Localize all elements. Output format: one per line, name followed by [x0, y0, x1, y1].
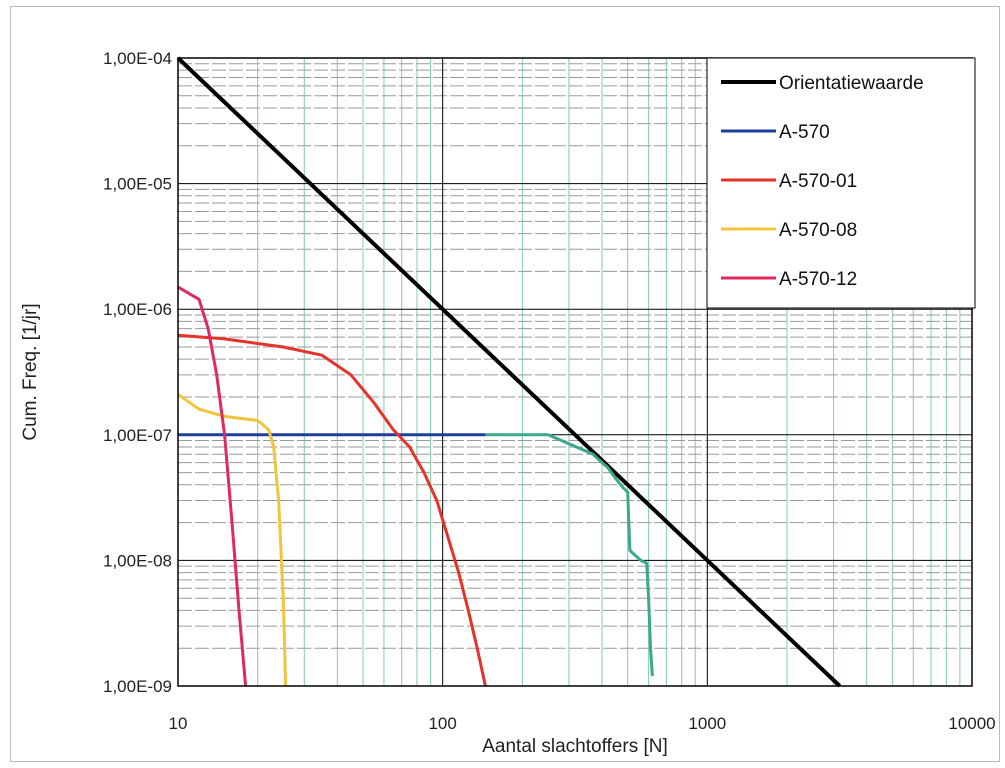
y-tick-label: 1,00E-04 [103, 49, 172, 68]
legend-box [706, 57, 976, 309]
chart-frame [10, 6, 1000, 762]
plot-border [177, 57, 973, 687]
series-line [177, 285, 248, 687]
y-tick-label: 1,00E-05 [103, 175, 172, 194]
series-line [176, 56, 842, 688]
series-line [177, 393, 288, 687]
y-tick-label: 1,00E-07 [103, 426, 172, 445]
legend-label: A-570-08 [779, 220, 857, 241]
y-tick-labels: 1,00E-04 1,00E-05 1,00E-06 1,00E-07 1,00E-08… [103, 49, 172, 696]
series-line [485, 433, 654, 677]
x-tick-labels: 10 100 1000 10000 [169, 714, 996, 733]
series-layer [176, 56, 842, 688]
x-tick-label: 1000 [688, 714, 726, 733]
y-tick-label: 1,00E-06 [103, 300, 172, 319]
legend-label: A-570-01 [779, 171, 857, 192]
x-tick-label: 100 [428, 714, 456, 733]
legend-label: Orientatiewaarde [779, 73, 924, 94]
series-line [177, 333, 487, 687]
x-tick-label: 10 [169, 714, 188, 733]
legend-label: A-570-12 [779, 269, 857, 290]
legend: Orientatiewaarde A-570 A-570-01 A-570-08 A-5… [706, 57, 976, 309]
x-tick-label: 10000 [948, 714, 995, 733]
legend-label: A-570 [779, 122, 830, 143]
x-axis-title: Aantal slachtoffers [N] [482, 736, 668, 757]
y-tick-label: 1,00E-08 [103, 551, 172, 570]
y-tick-label: 1,00E-09 [103, 677, 172, 696]
minor-grid [178, 58, 972, 686]
y-axis-title: Cum. Freq. [1/jr] [20, 303, 41, 440]
